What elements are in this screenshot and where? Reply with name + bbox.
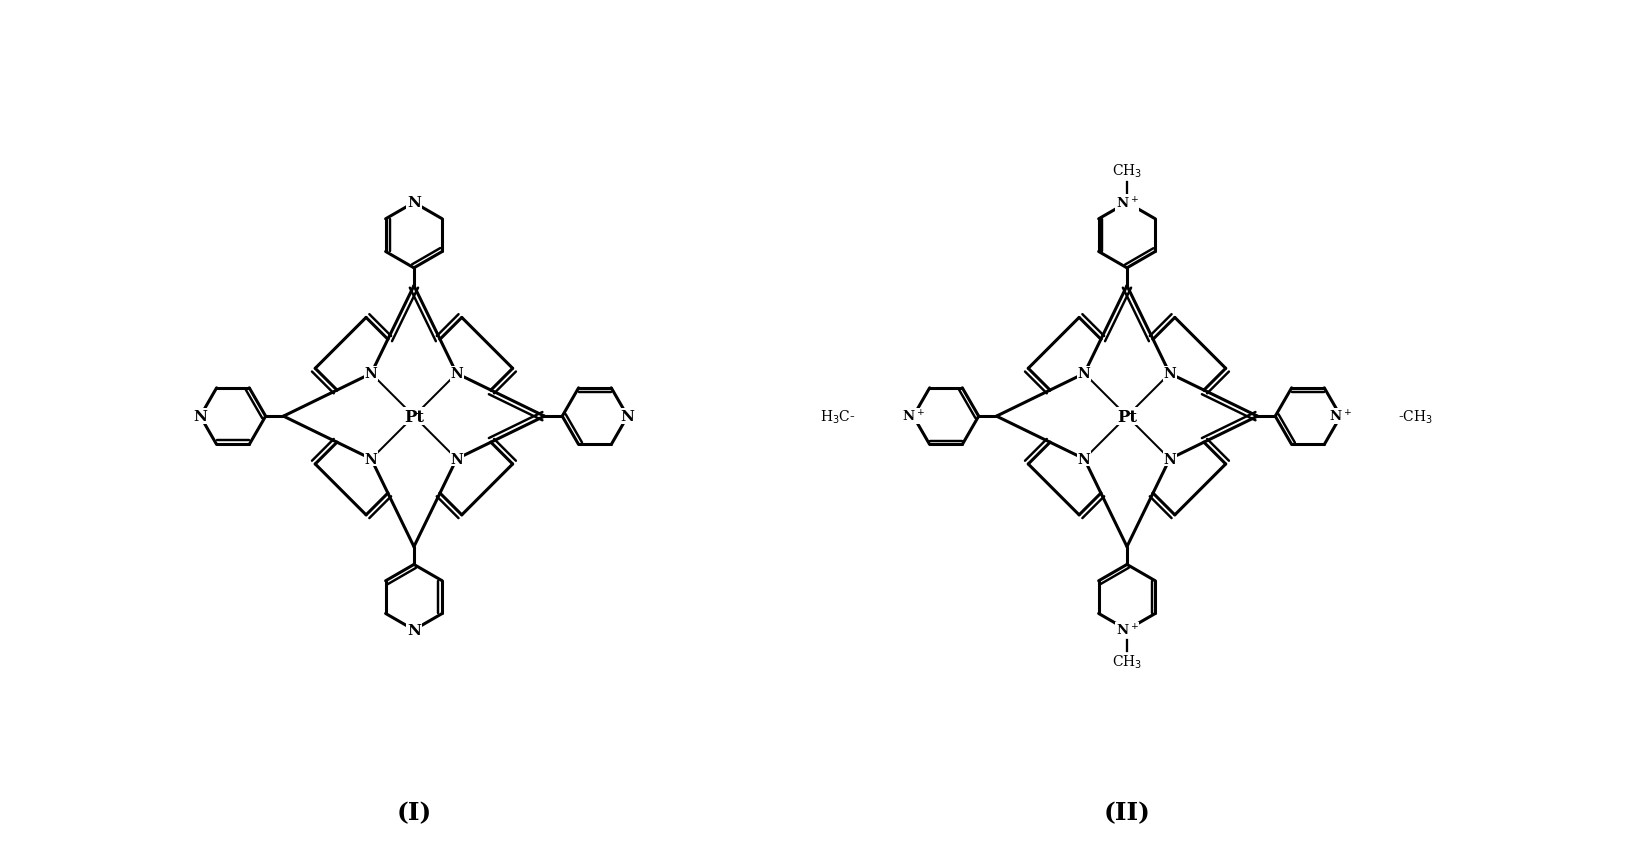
Text: N: N bbox=[621, 410, 634, 424]
Text: Pt: Pt bbox=[1118, 408, 1137, 425]
Text: N$^+$: N$^+$ bbox=[1328, 409, 1351, 424]
Text: N: N bbox=[1163, 367, 1176, 381]
Text: N: N bbox=[1078, 367, 1090, 381]
Text: N: N bbox=[193, 410, 208, 424]
Text: N: N bbox=[364, 367, 377, 381]
Text: H$_3$C-: H$_3$C- bbox=[820, 408, 856, 425]
Text: N$^+$: N$^+$ bbox=[902, 409, 925, 424]
Text: N: N bbox=[407, 623, 422, 637]
Text: Pt: Pt bbox=[404, 408, 423, 425]
Text: N: N bbox=[364, 452, 377, 467]
Text: -CH$_3$: -CH$_3$ bbox=[1399, 408, 1433, 425]
Text: N: N bbox=[1163, 452, 1176, 467]
Text: N: N bbox=[451, 367, 462, 381]
Text: N: N bbox=[1078, 452, 1090, 467]
Text: N$^+$: N$^+$ bbox=[1116, 623, 1139, 638]
Text: N: N bbox=[451, 452, 462, 467]
Text: (II): (II) bbox=[1103, 801, 1150, 824]
Text: (I): (I) bbox=[397, 801, 431, 824]
Text: N$^+$: N$^+$ bbox=[1116, 195, 1139, 211]
Text: CH$_3$: CH$_3$ bbox=[1111, 653, 1142, 671]
Text: CH$_3$: CH$_3$ bbox=[1111, 163, 1142, 180]
Text: N: N bbox=[407, 196, 422, 210]
